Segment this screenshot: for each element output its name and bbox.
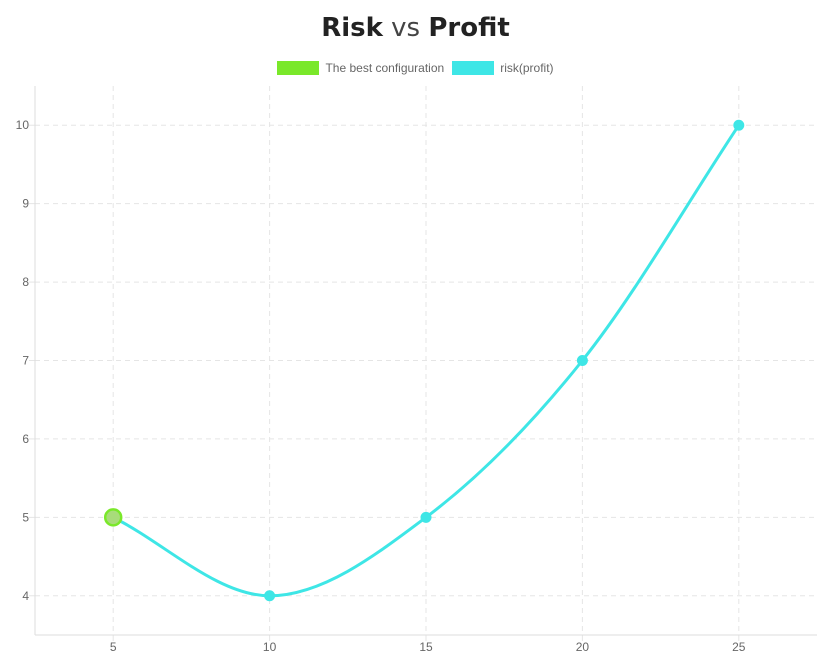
data-point-risk-profit — [264, 590, 276, 602]
y-tick-label: 4 — [22, 589, 29, 603]
y-tick-label: 10 — [16, 118, 30, 132]
data-point-risk-profit — [420, 511, 432, 523]
x-tick-label: 25 — [732, 640, 746, 654]
series-line-risk-profit — [112, 124, 741, 598]
data-point-risk-profit — [733, 119, 745, 131]
chart-title: Risk vs Profit — [0, 10, 831, 46]
y-tick-label: 7 — [22, 354, 29, 368]
legend-swatch-best-configuration — [277, 61, 320, 75]
data-point-risk-profit — [576, 355, 588, 366]
legend-label-risk-profit: risk(profit) — [500, 61, 554, 75]
title-risk: Risk — [321, 13, 383, 43]
y-tick-label: 5 — [22, 510, 29, 524]
legend-label-best-configuration: The best configuration — [325, 61, 445, 75]
data-point-best-configuration — [103, 508, 123, 527]
x-tick-label: 20 — [576, 640, 590, 654]
title-vs: vs — [391, 13, 421, 43]
title-profit: Profit — [428, 13, 510, 43]
y-tick-label: 9 — [22, 197, 29, 211]
x-tick-label: 15 — [419, 640, 433, 654]
x-tick-label: 5 — [110, 640, 117, 654]
legend-item-best-configuration[interactable]: The best configuration — [277, 61, 444, 75]
legend: The best configuration risk(profit) — [0, 61, 831, 75]
y-tick-label: 8 — [22, 275, 29, 289]
legend-item-risk-profit[interactable]: risk(profit) — [452, 61, 554, 75]
x-tick-label: 10 — [263, 640, 277, 654]
y-tick-label: 6 — [22, 432, 29, 446]
legend-swatch-risk-profit — [452, 61, 495, 75]
